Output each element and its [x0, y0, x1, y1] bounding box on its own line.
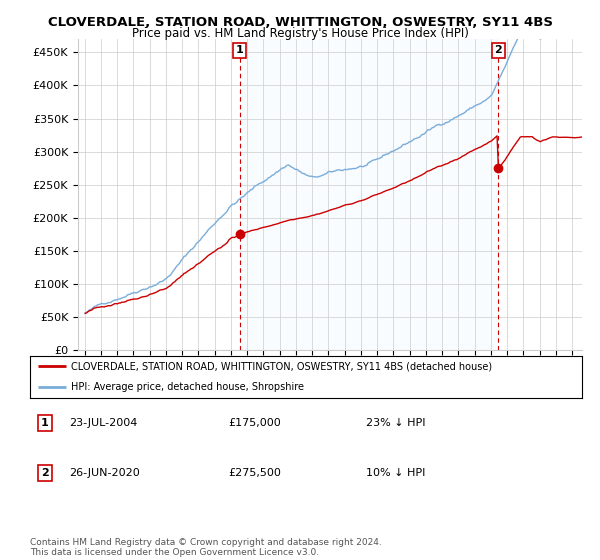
- Text: 10% ↓ HPI: 10% ↓ HPI: [366, 468, 425, 478]
- Text: 23-JUL-2004: 23-JUL-2004: [69, 418, 137, 428]
- Text: 2: 2: [494, 45, 502, 55]
- Text: 1: 1: [41, 418, 49, 428]
- Text: £175,000: £175,000: [228, 418, 281, 428]
- Text: Contains HM Land Registry data © Crown copyright and database right 2024.
This d: Contains HM Land Registry data © Crown c…: [30, 538, 382, 557]
- Text: £275,500: £275,500: [228, 468, 281, 478]
- Text: Price paid vs. HM Land Registry's House Price Index (HPI): Price paid vs. HM Land Registry's House …: [131, 27, 469, 40]
- Text: 2: 2: [41, 468, 49, 478]
- Text: 26-JUN-2020: 26-JUN-2020: [69, 468, 140, 478]
- Text: 1: 1: [236, 45, 244, 55]
- Text: CLOVERDALE, STATION ROAD, WHITTINGTON, OSWESTRY, SY11 4BS (detached house): CLOVERDALE, STATION ROAD, WHITTINGTON, O…: [71, 361, 493, 371]
- Bar: [239, 39, 499, 350]
- Text: CLOVERDALE, STATION ROAD, WHITTINGTON, OSWESTRY, SY11 4BS: CLOVERDALE, STATION ROAD, WHITTINGTON, O…: [47, 16, 553, 29]
- Text: HPI: Average price, detached house, Shropshire: HPI: Average price, detached house, Shro…: [71, 382, 304, 392]
- Text: 23% ↓ HPI: 23% ↓ HPI: [366, 418, 425, 428]
